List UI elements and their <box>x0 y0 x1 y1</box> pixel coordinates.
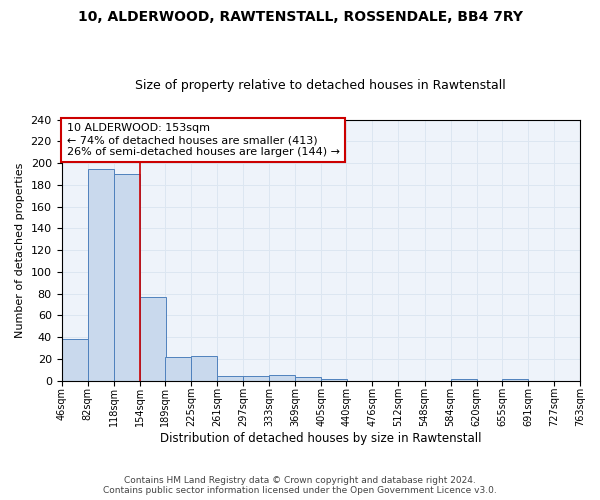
Bar <box>88 168 113 380</box>
Bar <box>243 376 269 380</box>
Text: 10, ALDERWOOD, RAWTENSTALL, ROSSENDALE, BB4 7RY: 10, ALDERWOOD, RAWTENSTALL, ROSSENDALE, … <box>77 10 523 24</box>
Bar <box>191 356 217 380</box>
Bar <box>113 174 140 380</box>
Text: 10 ALDERWOOD: 153sqm
← 74% of detached houses are smaller (413)
26% of semi-deta: 10 ALDERWOOD: 153sqm ← 74% of detached h… <box>67 124 340 156</box>
Bar <box>140 297 166 380</box>
Bar <box>269 376 295 380</box>
Title: Size of property relative to detached houses in Rawtenstall: Size of property relative to detached ho… <box>136 79 506 92</box>
Bar <box>62 340 88 380</box>
Bar <box>165 357 191 380</box>
Bar <box>451 378 476 380</box>
Bar <box>217 376 243 380</box>
Bar <box>295 378 321 380</box>
Y-axis label: Number of detached properties: Number of detached properties <box>15 162 25 338</box>
Bar <box>321 378 347 380</box>
X-axis label: Distribution of detached houses by size in Rawtenstall: Distribution of detached houses by size … <box>160 432 482 445</box>
Text: Contains HM Land Registry data © Crown copyright and database right 2024.
Contai: Contains HM Land Registry data © Crown c… <box>103 476 497 495</box>
Bar <box>502 378 528 380</box>
